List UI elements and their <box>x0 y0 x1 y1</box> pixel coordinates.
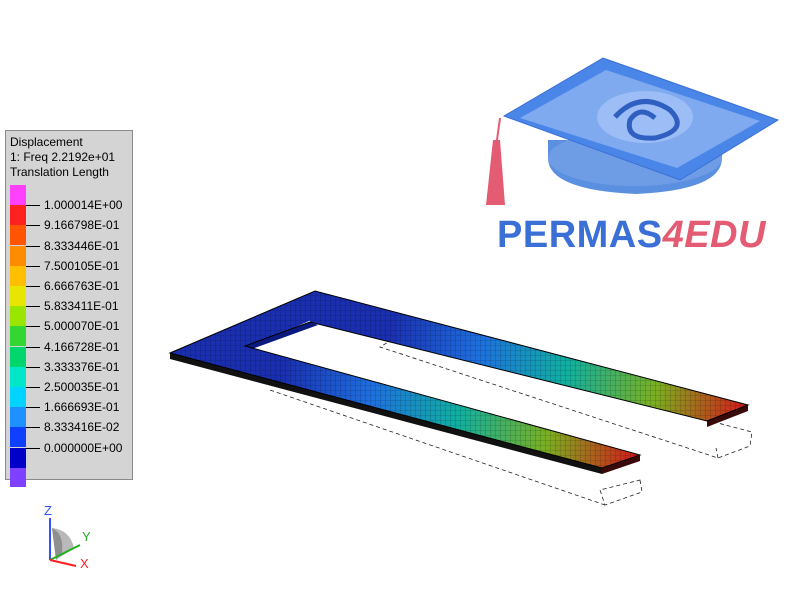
undeformed-outline <box>269 337 753 506</box>
legend-swatch <box>10 326 26 347</box>
legend-tick <box>26 225 40 227</box>
logo-wordmark-permas: PERMAS <box>497 214 663 256</box>
legend-level-label: 5.000070E-01 <box>44 319 120 334</box>
legend-title: Displacement <box>10 135 83 149</box>
axis-y-label: Y <box>82 529 91 544</box>
legend-swatch <box>10 366 26 387</box>
legend-swatch-bottom <box>10 467 26 487</box>
legend-level-label: 5.833411E-01 <box>44 299 119 314</box>
logo-wordmark: PERMAS4EDU <box>497 214 766 257</box>
legend-tick <box>26 205 40 207</box>
legend-swatch <box>10 286 26 306</box>
legend-level-label: 9.166798E-01 <box>44 218 120 233</box>
legend-level-label: 3.333376E-01 <box>44 359 120 374</box>
legend-tick <box>26 427 40 429</box>
legend-tick <box>26 447 40 449</box>
legend-swatch <box>10 225 26 246</box>
legend-tick <box>26 306 40 308</box>
legend-quantity: Translation Length <box>10 165 109 179</box>
legend-swatch <box>10 205 26 226</box>
legend-tick <box>26 366 40 368</box>
legend-swatch <box>10 427 26 448</box>
legend-swatch <box>10 245 26 266</box>
legend-swatch <box>10 387 26 407</box>
legend-swatch <box>10 265 26 286</box>
legend-level-label: 7.500105E-01 <box>44 258 120 273</box>
legend-swatch <box>10 447 26 468</box>
legend-swatch <box>10 346 26 367</box>
legend-level-label: 1.000014E+00 <box>44 198 123 213</box>
legend-swatch-top <box>10 185 26 205</box>
legend-level-label: 2.500035E-01 <box>44 380 120 394</box>
legend-swatch <box>10 407 26 428</box>
legend-level-label: 4.166728E-01 <box>44 339 120 354</box>
axis-x-label: X <box>80 556 89 571</box>
logo-cap-graphic <box>486 57 780 205</box>
legend-swatch <box>10 306 26 327</box>
logo-wordmark-4edu: 4EDU <box>662 214 766 256</box>
legend-tick <box>26 245 40 247</box>
legend-subtitle: 1: Freq 2.2192e+01 <box>10 150 116 164</box>
legend-level-label: 6.666763E-01 <box>44 279 120 293</box>
legend-tick <box>26 407 40 409</box>
legend-level-label: 1.666693E-01 <box>44 400 120 415</box>
contour-legend[interactable]: Displacement 1: Freq 2.2192e+01 Translat… <box>5 130 133 487</box>
legend-tick <box>26 286 40 287</box>
deformed-mesh[interactable] <box>168 290 750 474</box>
legend-tick <box>26 387 40 388</box>
legend-level-label: 0.000000E+00 <box>44 440 123 455</box>
legend-level-label: 8.333416E-02 <box>44 420 120 435</box>
axis-triad[interactable] <box>49 518 81 567</box>
legend-tick <box>26 265 40 267</box>
legend-tick <box>26 346 40 348</box>
legend-level-label: 8.333446E-01 <box>44 238 120 253</box>
axis-z-label: Z <box>44 503 52 518</box>
legend-tick <box>26 326 40 328</box>
